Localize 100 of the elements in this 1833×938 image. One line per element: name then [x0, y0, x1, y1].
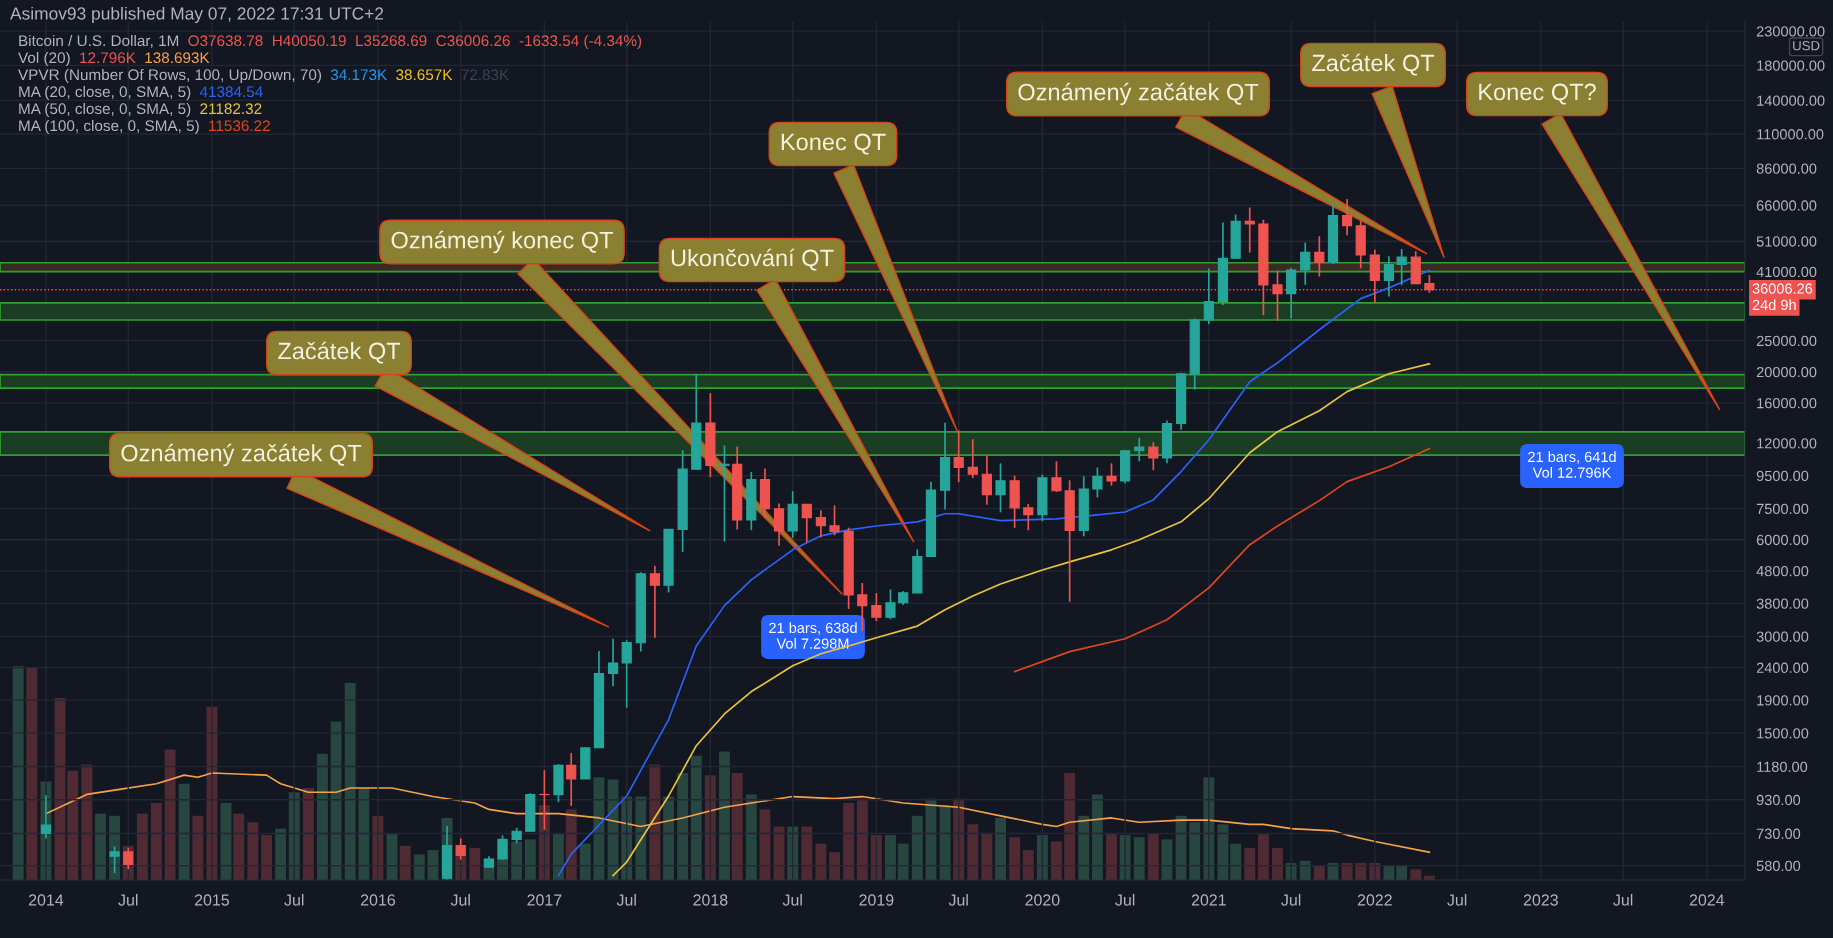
- annotation: Oznámený začátek QT: [121, 443, 362, 467]
- bar: [759, 809, 771, 881]
- x-tick-label: Jul: [450, 893, 470, 906]
- candlestick: [981, 455, 992, 506]
- bar: [649, 764, 661, 881]
- bar: [12, 665, 24, 881]
- bar: [399, 845, 411, 881]
- y-tick-label: 2400.00: [1756, 662, 1809, 673]
- y-tick-label: 180000.00: [1757, 60, 1825, 71]
- annotation: 11536.22: [209, 120, 270, 132]
- bar: [885, 835, 896, 881]
- annotation: Konec QT: [781, 133, 886, 155]
- x-tick-label: Jul: [284, 893, 304, 906]
- bar: [26, 668, 38, 881]
- bar: [1217, 824, 1229, 881]
- x-tick-label: 2019: [859, 894, 894, 906]
- bar: [1091, 794, 1103, 881]
- annotation: VPVR (Number Of Rows, 100, Up/Down, 70): [18, 68, 322, 84]
- line-series: [557, 269, 1431, 877]
- x-tick-label: Jul: [616, 893, 636, 906]
- bar: [413, 854, 425, 881]
- bar: [95, 813, 106, 881]
- x-tick-label: 2020: [1025, 894, 1060, 906]
- bar: [358, 787, 370, 881]
- bar: [815, 843, 827, 881]
- candlestick: [857, 582, 868, 632]
- annotation: 21182.32: [200, 103, 262, 115]
- x-tick-label: 2023: [1523, 894, 1558, 906]
- annotation: MA (20, close, 0, SMA, 5): [19, 85, 191, 101]
- y-axis-title: USD: [1793, 40, 1820, 51]
- bar: [856, 798, 868, 881]
- bar: [579, 843, 591, 881]
- y-tick-label: 6000.00: [1756, 534, 1809, 546]
- bar: [925, 798, 937, 881]
- y-tick-label: 51000.00: [1756, 236, 1817, 247]
- candlestick: [607, 637, 619, 687]
- bar: [911, 815, 923, 881]
- bar: [565, 809, 577, 881]
- annotation: 38.657K: [396, 69, 453, 81]
- bar: [1230, 843, 1242, 881]
- bar: [719, 751, 730, 881]
- bar: [330, 721, 342, 881]
- bar: [731, 773, 743, 881]
- x-tick-label: 2014: [28, 894, 64, 906]
- text: 24d 9h: [1752, 299, 1796, 311]
- candlestick: [1314, 235, 1325, 278]
- bar: [302, 787, 314, 881]
- candlestick: [967, 438, 978, 479]
- bar: [690, 755, 702, 881]
- bar: [1189, 822, 1201, 881]
- candlestick: [1051, 460, 1062, 493]
- x-tick-label: 2018: [693, 894, 728, 906]
- bar: [607, 779, 619, 881]
- y-tick-label: 930.00: [1756, 794, 1801, 806]
- y-tick-label: 230000.00: [1756, 26, 1825, 37]
- bar: [81, 764, 93, 881]
- bar: [316, 753, 328, 881]
- x-tick-label: Jul: [1115, 893, 1135, 906]
- candlestick: [1396, 248, 1407, 287]
- bar: [1106, 832, 1117, 881]
- candlestick: [1092, 466, 1103, 499]
- bar: [164, 749, 176, 881]
- bar: [1175, 815, 1187, 881]
- annotation: O37638.78 H40050.19 L35268.69 C36006.26 -1633.54 (-4.34%): [188, 34, 642, 50]
- bar: [677, 773, 689, 881]
- y-tick-label: 140000.00: [1757, 95, 1825, 106]
- bar: [897, 843, 909, 881]
- bar: [1410, 869, 1422, 881]
- candlestick: [829, 504, 840, 536]
- y-tick-label: 7500.00: [1756, 503, 1809, 515]
- x-tick-label: 2024: [1689, 894, 1725, 906]
- bar: [1009, 837, 1021, 881]
- annotation: Začátek QT: [1312, 53, 1435, 76]
- y-tick-label: 86000.00: [1756, 163, 1817, 174]
- x-tick-label: Jul: [948, 893, 968, 906]
- y-tick-label: 1500.00: [1757, 728, 1809, 739]
- candlestick: [1148, 441, 1159, 471]
- y-tick-label: 25000.00: [1756, 335, 1817, 347]
- y-tick-label: 1900.00: [1757, 695, 1809, 706]
- x-tick-label: 2022: [1357, 894, 1392, 906]
- bar: [1147, 832, 1159, 881]
- annotation: Oznámený začátek QT: [1018, 82, 1259, 106]
- candlestick: [1244, 206, 1255, 254]
- candlestick: [773, 502, 785, 547]
- bar: [745, 794, 757, 881]
- annotation: MA (50, close, 0, SMA, 5): [19, 102, 191, 118]
- bar: [136, 813, 148, 881]
- annotation: 138.693K: [145, 52, 210, 64]
- y-tick-label: 20000.00: [1756, 366, 1817, 378]
- y-tick-label: 580.00: [1756, 860, 1801, 872]
- y-tick-label: 41000.00: [1756, 266, 1817, 278]
- bar: [178, 783, 190, 881]
- candlestick: [1286, 266, 1297, 320]
- x-tick-label: 2021: [1191, 894, 1226, 906]
- bar: [150, 802, 162, 881]
- y-tick-label: 110000.00: [1757, 129, 1824, 140]
- candlestick: [566, 752, 577, 807]
- bar: [995, 817, 1006, 881]
- bar: [1078, 815, 1090, 881]
- y-tick-label: 1180.00: [1757, 761, 1808, 772]
